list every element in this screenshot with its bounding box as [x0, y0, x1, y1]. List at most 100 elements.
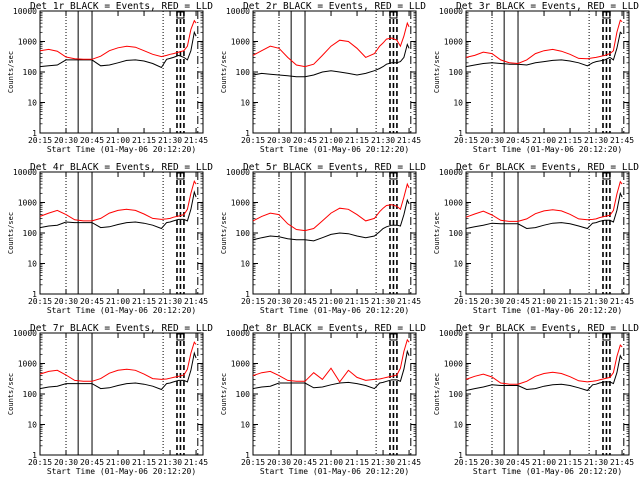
chart-6-xtick-label: 21:15	[558, 297, 582, 306]
chart-3-xtick-label: 20:30	[480, 136, 504, 145]
chart-1-xlabel: Start Time (01-May-06 20:12:20)	[47, 145, 196, 154]
chart-1-xtick-label: 20:15	[28, 136, 52, 145]
chart-3-xtick-label: 20:45	[506, 136, 530, 145]
chart-4-panel: Det 4r BLACK = Events, RED = LLD 1 10 100 10…	[7, 162, 213, 315]
chart-8-xtick-label: 21:45	[397, 458, 421, 467]
chart-6-ytick-label: 1000	[444, 199, 463, 208]
chart-5-ytick-label: 100	[236, 229, 251, 238]
chart-6-series-lld	[465, 180, 623, 222]
chart-7-xlabel: Start Time (01-May-06 20:12:20)	[47, 467, 196, 476]
chart-1-frame	[39, 10, 204, 134]
chart-8-xtick-label: 21:30	[371, 458, 395, 467]
chart-2-ylabel: Counts/sec	[220, 51, 228, 93]
chart-3-series-lld	[465, 19, 623, 65]
chart-6-ytick-label: 100	[449, 229, 464, 238]
chart-4-xtick-label: 21:00	[106, 297, 130, 306]
chart-2-xtick-label: 21:15	[345, 136, 369, 145]
chart-6-xlabel: Start Time (01-May-06 20:12:20)	[473, 306, 622, 315]
chart-1-ytick-label: 10000	[13, 7, 37, 16]
chart-4-xtick-label: 20:30	[54, 297, 78, 306]
chart-6-frame	[465, 171, 630, 295]
chart-3-ytick-label: 10	[453, 99, 463, 108]
chart-9-ytick-label: 10	[453, 421, 463, 430]
chart-7-xtick-label: 21:45	[184, 458, 208, 467]
chart-6-xtick-label: 21:45	[610, 297, 634, 306]
chart-5-top-box	[389, 172, 398, 180]
chart-9-xtick-label: 20:15	[454, 458, 478, 467]
chart-1-ytick-label: 100	[23, 68, 38, 77]
chart-8-xtick-label: 21:00	[319, 458, 343, 467]
chart-9-ytick-label: 1	[458, 451, 463, 460]
chart-5-xtick-label: 21:30	[371, 297, 395, 306]
chart-6-top-box	[602, 172, 611, 180]
chart-1-xtick-label: 21:30	[158, 136, 182, 145]
chart-5-xtick-label: 20:45	[293, 297, 317, 306]
chart-9-top-box	[602, 333, 611, 341]
chart-2-ytick-label: 10	[240, 99, 250, 108]
chart-2-ytick-label: 1	[245, 129, 250, 138]
chart-4-top-box	[176, 172, 185, 180]
chart-1-top-box	[176, 11, 185, 19]
chart-7-top-box	[176, 333, 185, 341]
chart-5-series-events	[252, 198, 410, 242]
chart-6-xtick-label: 20:30	[480, 297, 504, 306]
chart-1-xtick-label: 21:15	[132, 136, 156, 145]
chart-6-xtick-label: 21:30	[584, 297, 608, 306]
chart-9-series-events	[465, 354, 623, 392]
chart-7-xtick-label: 20:15	[28, 458, 52, 467]
chart-2-xtick-label: 21:45	[397, 136, 421, 145]
chart-8-ylabel: Counts/sec	[220, 373, 228, 415]
chart-7-xtick-label: 21:00	[106, 458, 130, 467]
chart-2-series-events	[252, 43, 410, 78]
chart-6-ytick-label: 1	[458, 290, 463, 299]
chart-2-xtick-label: 20:15	[241, 136, 265, 145]
chart-3-ylabel: Counts/sec	[433, 51, 441, 93]
chart-8-xtick-label: 21:15	[345, 458, 369, 467]
chart-8-ytick-label: 10	[240, 421, 250, 430]
chart-9-series-lld	[465, 344, 623, 385]
chart-9-xtick-label: 20:30	[480, 458, 504, 467]
chart-2-top-box	[389, 11, 398, 19]
chart-9-xtick-label: 20:45	[506, 458, 530, 467]
chart-3-ytick-label: 1	[458, 129, 463, 138]
chart-9-ytick-label: 100	[449, 390, 464, 399]
chart-5-frame	[252, 171, 417, 295]
chart-2-ytick-label: 100	[236, 68, 251, 77]
chart-4-ylabel: Counts/sec	[7, 212, 15, 254]
chart-8-frame	[252, 332, 417, 456]
chart-7-series-lld	[39, 341, 197, 382]
chart-4-frame	[39, 171, 204, 295]
chart-9-xtick-label: 21:30	[584, 458, 608, 467]
chart-6-title: Det 6r BLACK = Events, RED = LLD	[456, 162, 639, 173]
chart-8-ytick-label: 1	[245, 451, 250, 460]
chart-9-frame	[465, 332, 630, 456]
chart-8-xtick-label: 20:15	[241, 458, 265, 467]
chart-5-xtick-label: 21:15	[345, 297, 369, 306]
chart-8-series-events	[252, 349, 410, 390]
chart-3-title: Det 3r BLACK = Events, RED = LLD	[456, 1, 639, 12]
chart-7-ytick-label: 100	[23, 390, 38, 399]
chart-2-xlabel: Start Time (01-May-06 20:12:20)	[260, 145, 409, 154]
chart-2-title: Det 2r BLACK = Events, RED = LLD	[243, 1, 426, 12]
chart-8-title: Det 8r BLACK = Events, RED = LLD	[243, 323, 426, 334]
chart-3-xtick-label: 21:15	[558, 136, 582, 145]
chart-4-xtick-label: 21:30	[158, 297, 182, 306]
chart-5-panel: Det 5r BLACK = Events, RED = LLD 1 10 100 10…	[220, 162, 426, 315]
chart-9-xtick-label: 21:15	[558, 458, 582, 467]
chart-7-ytick-label: 1	[32, 451, 37, 460]
chart-4-xtick-label: 20:45	[80, 297, 104, 306]
chart-5-ytick-label: 10000	[226, 168, 250, 177]
chart-8-xtick-label: 20:30	[267, 458, 291, 467]
chart-3-xlabel: Start Time (01-May-06 20:12:20)	[473, 145, 622, 154]
chart-3-xtick-label: 21:00	[532, 136, 556, 145]
chart-6-xtick-label: 21:00	[532, 297, 556, 306]
chart-3-frame	[465, 10, 630, 134]
chart-9-ytick-label: 10000	[439, 329, 463, 338]
chart-3-series-events	[465, 31, 623, 68]
chart-5-xtick-label: 21:00	[319, 297, 343, 306]
chart-4-xtick-label: 21:45	[184, 297, 208, 306]
chart-9-ylabel: Counts/sec	[433, 373, 441, 415]
chart-7-ytick-label: 10000	[13, 329, 37, 338]
chart-9-ytick-label: 1000	[444, 360, 463, 369]
